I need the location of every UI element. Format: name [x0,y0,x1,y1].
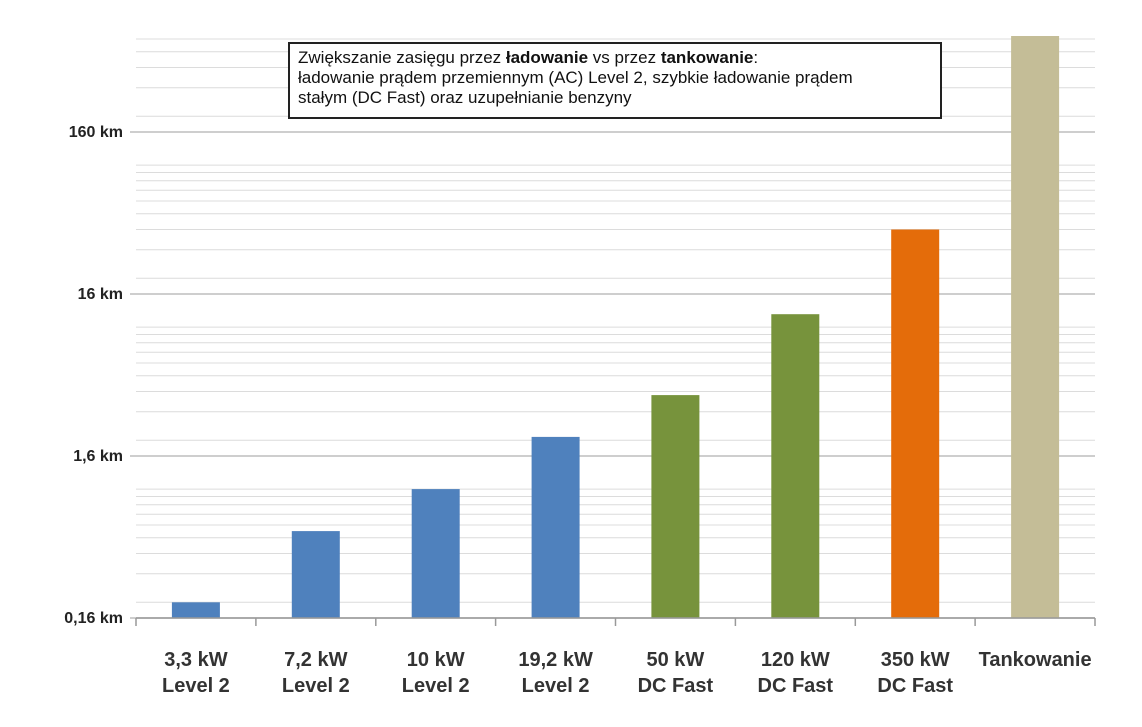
x-label-line-1: Tankowanie [979,649,1092,671]
x-label-line-1: 3,3 kW [164,649,227,671]
title-bold-refueling: tankowanie [660,48,754,67]
title-text-3: : [753,48,759,67]
y-tick-label: 1,6 km [73,448,123,465]
title-line-2: ładowanie prądem przemiennym (AC) Level … [298,68,853,87]
x-label-line-1: 10 kW [407,649,465,671]
x-label-line-1: 19,2 kW [518,649,593,671]
x-label-line-2: Level 2 [522,675,590,697]
bar [651,395,700,618]
chart-title: Zwiększanie zasięgu przez ładowanie vs p… [288,42,942,119]
x-label-line-2: DC Fast [877,675,953,697]
x-label-line-1: 350 kW [881,649,950,671]
x-label-line-2: Level 2 [282,675,350,697]
x-axis-tick-marks [135,618,1096,626]
y-tick-label: 16 km [78,286,123,303]
y-tick-label: 0,16 km [64,610,123,627]
x-label-line-2: Level 2 [402,675,470,697]
bar [291,531,340,618]
bar [771,314,820,618]
x-label-line-2: DC Fast [758,675,834,697]
y-tick-label: 160 km [69,124,123,141]
bars [171,36,1060,618]
bar [531,436,580,618]
x-axis-labels: 3,3 kW Level 2 7,2 kW Level 2 10 kW Level 2 19… [162,649,1092,697]
bar [171,602,220,618]
title-bold-charging: ładowanie [505,48,589,67]
x-label-line-2: Level 2 [162,675,230,697]
bar [411,489,460,618]
title-text-1: Zwiększanie zasięgu przez [298,48,506,67]
x-label-line-2: DC Fast [638,675,714,697]
title-text-2: vs przez [588,48,661,67]
title-line-1: Zwiększanie zasięgu przez ładowanie vs p… [298,48,932,68]
x-label-line-1: 50 kW [646,649,704,671]
x-label-line-1: 7,2 kW [284,649,347,671]
x-label-line-1: 120 kW [761,649,830,671]
bar [891,229,940,618]
bar [1011,36,1060,618]
grid-lines [136,38,1095,603]
title-line-3: stałym (DC Fast) oraz uzupełnianie benzy… [298,88,632,107]
